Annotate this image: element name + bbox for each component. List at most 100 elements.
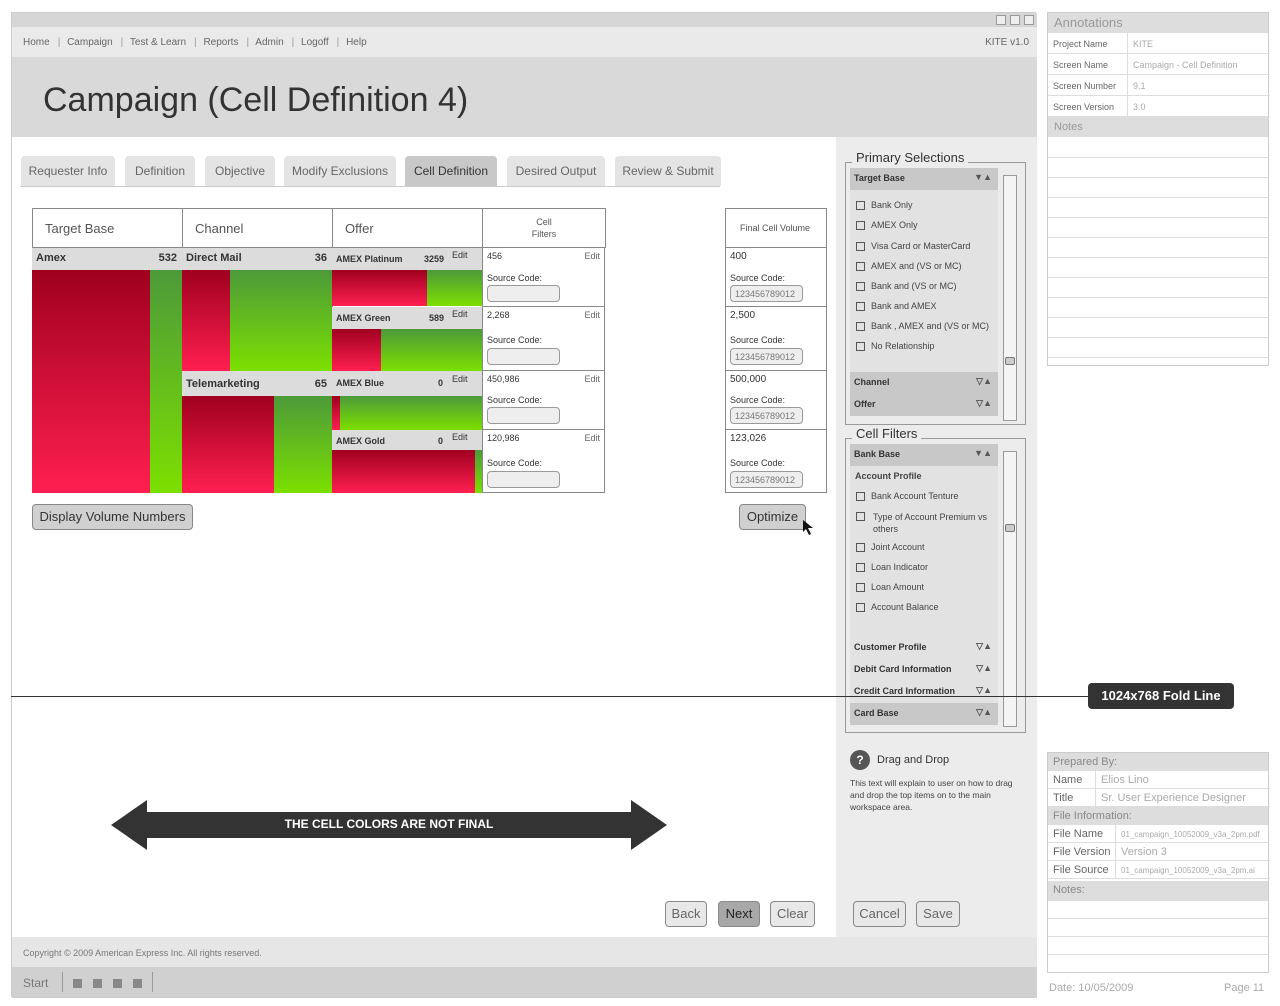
offer-edit[interactable]: Edit	[452, 374, 468, 384]
sort-arrows-icon[interactable]: ▽▲	[976, 376, 992, 386]
sort-arrows-icon[interactable]: ▽▲	[976, 663, 992, 673]
source-code-input[interactable]: 123456789012	[730, 407, 803, 424]
back-button[interactable]: Back	[665, 901, 707, 927]
list-item[interactable]: No Relationship	[856, 341, 935, 352]
target-base-list	[850, 190, 998, 372]
list-item[interactable]: AMEX and (VS or MC)	[856, 261, 962, 272]
annotation-row: Screen Version 3.0	[1048, 96, 1270, 117]
display-volume-button[interactable]: Display Volume Numbers	[32, 504, 193, 530]
list-icon	[856, 583, 865, 593]
prepared-value: Sr. User Experience Designer	[1101, 792, 1246, 804]
offer-edit[interactable]: Edit	[452, 250, 468, 260]
tab-definition[interactable]: Definition	[125, 156, 195, 186]
list-item[interactable]: Type of Account Premium vs others	[856, 511, 992, 535]
source-code-input[interactable]	[487, 285, 560, 302]
clear-button[interactable]: Clear	[770, 901, 815, 927]
maximize-icon[interactable]	[1010, 15, 1020, 25]
offer-count: 0	[438, 436, 444, 446]
target-row-head[interactable]: Amex 532	[32, 248, 183, 270]
tab-desired-output[interactable]: Desired Output	[507, 156, 605, 186]
filters-scrollbar[interactable]	[1003, 451, 1017, 727]
offer-edit[interactable]: Edit	[452, 432, 468, 442]
nav-logoff[interactable]: Logoff	[301, 37, 329, 48]
nav-help[interactable]: Help	[346, 37, 367, 48]
list-item[interactable]: Loan Amount	[856, 582, 924, 593]
close-icon[interactable]	[1024, 15, 1034, 25]
source-code-input[interactable]	[487, 348, 560, 365]
list-item[interactable]: Account Balance	[856, 602, 939, 613]
cancel-button[interactable]: Cancel	[853, 901, 906, 927]
filter-edit[interactable]: Edit	[584, 251, 600, 261]
list-item[interactable]: Bank Account Tenture	[856, 491, 958, 502]
source-code-input[interactable]	[487, 471, 560, 488]
channel-row-head[interactable]: Telemarketing 65	[182, 371, 333, 396]
nav-test-learn[interactable]: Test & Learn	[129, 37, 187, 48]
list-item[interactable]: Visa Card or MasterCard	[856, 241, 970, 252]
offer-head[interactable]: Offer ▽▲	[850, 394, 998, 416]
offer-edit[interactable]: Edit	[452, 309, 468, 319]
tab-objective[interactable]: Objective	[205, 156, 275, 186]
sort-arrows-icon[interactable]: ▽▲	[976, 707, 992, 717]
tab-modify-exclusions[interactable]: Modify Exclusions	[284, 156, 396, 186]
source-code-input[interactable]: 123456789012	[730, 285, 803, 302]
save-button[interactable]: Save	[916, 901, 960, 927]
filter-edit[interactable]: Edit	[584, 433, 600, 443]
scroll-thumb[interactable]	[1005, 524, 1015, 532]
channel-head[interactable]: Channel ▽▲	[850, 372, 998, 394]
credit-card-head[interactable]: Credit Card Information ▽▲	[850, 681, 998, 703]
source-code-input[interactable]: 123456789012	[730, 471, 803, 488]
source-code-input[interactable]	[487, 407, 560, 424]
list-item[interactable]: AMEX Only	[856, 220, 918, 231]
source-code-input[interactable]: 123456789012	[730, 348, 803, 365]
sort-arrows-icon[interactable]: ▽▲	[976, 398, 992, 408]
file-info-title: File Information:	[1048, 807, 1268, 825]
taskbar-app-icon[interactable]	[93, 979, 102, 988]
offer-row-head[interactable]: AMEX Gold 0 Edit	[332, 430, 483, 450]
taskbar-app-icon[interactable]	[133, 979, 142, 988]
channel-cell-green	[230, 270, 333, 371]
scroll-thumb[interactable]	[1005, 357, 1015, 365]
sort-arrows-icon[interactable]: ▼▲	[974, 448, 992, 458]
sort-arrows-icon[interactable]: ▼▲	[974, 172, 992, 182]
next-button[interactable]: Next	[718, 901, 760, 927]
sort-arrows-icon[interactable]: ▽▲	[976, 641, 992, 651]
optimize-button[interactable]: Optimize	[739, 504, 806, 530]
bank-base-head[interactable]: Bank Base ▼▲	[850, 444, 998, 466]
list-item[interactable]: Joint Account	[856, 542, 925, 553]
nav-reports[interactable]: Reports	[203, 37, 239, 48]
list-item[interactable]: Bank , AMEX and (VS or MC)	[856, 321, 989, 332]
customer-profile-head[interactable]: Customer Profile ▽▲	[850, 637, 998, 659]
tab-requester-info[interactable]: Requester Info	[21, 156, 115, 186]
nav-home[interactable]: Home	[23, 37, 50, 48]
taskbar-app-icon[interactable]	[73, 979, 82, 988]
offer-row-head[interactable]: AMEX Green 589 Edit	[332, 307, 483, 329]
nav-admin[interactable]: Admin	[255, 37, 284, 48]
list-item[interactable]: Loan Indicator	[856, 562, 928, 573]
primary-scrollbar[interactable]	[1003, 175, 1017, 421]
list-item[interactable]: Bank Only	[856, 200, 913, 211]
cursor-icon	[803, 520, 813, 535]
target-base-head[interactable]: Target Base ▼▲	[850, 168, 998, 190]
list-item[interactable]: Bank and AMEX	[856, 301, 937, 312]
debit-card-head[interactable]: Debit Card Information ▽▲	[850, 659, 998, 681]
offer-row-head[interactable]: AMEX Blue 0 Edit	[332, 371, 483, 396]
help-icon[interactable]: ?	[850, 750, 870, 770]
nav-campaign[interactable]: Campaign	[67, 37, 113, 48]
tab-review-submit[interactable]: Review & Submit	[615, 156, 721, 186]
start-button[interactable]: Start	[23, 976, 49, 990]
channel-row-head[interactable]: Direct Mail 36	[182, 248, 333, 270]
list-icon	[856, 563, 865, 573]
offer-row-head[interactable]: AMEX Platinum 3259 Edit	[332, 248, 483, 270]
sort-arrows-icon[interactable]: ▽▲	[976, 685, 992, 695]
card-base-head[interactable]: Card Base ▽▲	[850, 703, 998, 725]
volume-value: 400	[730, 251, 747, 262]
prepared-row: Title Sr. User Experience Designer	[1048, 789, 1270, 807]
filter-edit[interactable]: Edit	[584, 374, 600, 384]
tab-cell-definition[interactable]: Cell Definition	[405, 156, 497, 186]
doc-date: Date: 10/05/2009	[1049, 982, 1134, 994]
taskbar-app-icon[interactable]	[113, 979, 122, 988]
filter-edit[interactable]: Edit	[584, 310, 600, 320]
minimize-icon[interactable]	[996, 15, 1006, 25]
offer-count: 589	[429, 313, 445, 323]
list-item[interactable]: Bank and (VS or MC)	[856, 281, 957, 292]
